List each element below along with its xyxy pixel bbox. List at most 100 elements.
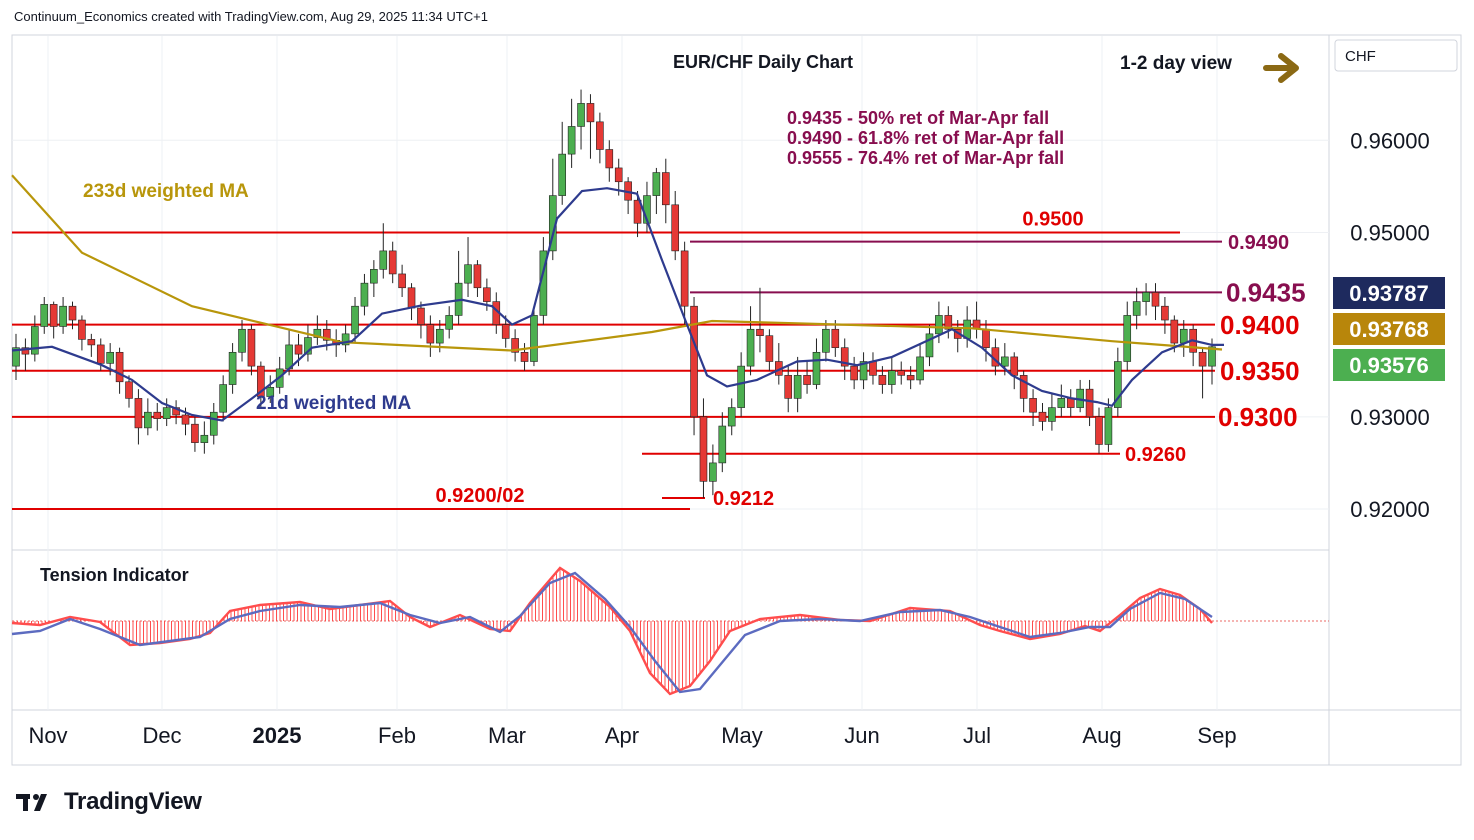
candle-body bbox=[756, 328, 764, 337]
candle-body bbox=[633, 199, 642, 224]
candle-body bbox=[153, 411, 162, 419]
chart-title: EUR/CHF Daily Chart bbox=[673, 52, 853, 72]
candle-body bbox=[1161, 305, 1169, 321]
chart-attribution: Continuum_Economics created with Trading… bbox=[14, 9, 488, 24]
level-label: 0.9490 bbox=[1228, 232, 1289, 254]
right-arrow-icon bbox=[1263, 53, 1299, 83]
y-tick-label: 0.93000 bbox=[1350, 405, 1430, 430]
candle-body bbox=[1132, 301, 1141, 316]
candle-body bbox=[888, 370, 896, 385]
candle-body bbox=[520, 351, 529, 362]
candle-body bbox=[445, 315, 453, 330]
candle-body bbox=[1048, 407, 1056, 422]
level-label: 0.9212 bbox=[713, 488, 774, 510]
candle-body bbox=[1179, 328, 1188, 344]
candle-body bbox=[134, 398, 143, 429]
price-badge-value: 0.93576 bbox=[1349, 353, 1429, 378]
candle-body bbox=[351, 305, 359, 335]
candle-body bbox=[558, 153, 567, 196]
candle-body bbox=[1001, 356, 1009, 367]
candle-body bbox=[341, 333, 350, 346]
retracement-note: 0.9555 - 76.4% ret of Mar-Apr fall bbox=[787, 148, 1064, 168]
candle-body bbox=[322, 328, 331, 341]
y-tick-label: 0.92000 bbox=[1350, 497, 1430, 522]
candle-body bbox=[40, 304, 49, 327]
candle-body bbox=[407, 287, 416, 309]
candle-body bbox=[982, 328, 990, 348]
candle-body bbox=[671, 204, 680, 252]
x-tick-label: Jul bbox=[963, 723, 991, 748]
candle-body bbox=[812, 351, 821, 385]
candle-body bbox=[1198, 351, 1207, 367]
candle-body bbox=[1151, 292, 1160, 307]
price-badge bbox=[1333, 313, 1445, 345]
candle-body bbox=[21, 347, 30, 355]
candle-body bbox=[12, 347, 20, 367]
x-tick-label: Feb bbox=[378, 723, 416, 748]
candle-body bbox=[737, 365, 745, 408]
candle-body bbox=[906, 375, 915, 381]
candle-body bbox=[501, 324, 510, 339]
tradingview-footer[interactable]: TradingView bbox=[14, 788, 202, 816]
level-label: 0.9400 bbox=[1220, 310, 1300, 340]
currency-box bbox=[1334, 39, 1458, 72]
candle-body bbox=[1208, 346, 1216, 367]
x-tick-label: Nov bbox=[28, 723, 67, 748]
ma-21d-line bbox=[11, 187, 1224, 422]
level-label: 0.9435 bbox=[1226, 278, 1306, 308]
x-tick-label: 2025 bbox=[253, 723, 302, 748]
candle-body bbox=[567, 126, 576, 155]
candle-body bbox=[87, 339, 96, 346]
candle-body bbox=[1085, 388, 1094, 418]
candle-body bbox=[31, 326, 39, 355]
retracement-note: 0.9490 - 61.8% ret of Mar-Apr fall bbox=[787, 128, 1064, 148]
candle-body bbox=[605, 149, 614, 169]
candle-body bbox=[1104, 407, 1113, 445]
candle-body bbox=[784, 375, 793, 399]
candle-body bbox=[370, 269, 378, 284]
candle-body bbox=[1114, 361, 1122, 408]
candle-body bbox=[398, 273, 406, 289]
candle-body bbox=[511, 338, 519, 353]
currency-label: CHF bbox=[1345, 48, 1376, 65]
candle-body bbox=[765, 335, 774, 362]
candle-body bbox=[144, 411, 152, 429]
candle-body bbox=[294, 344, 303, 355]
candle-body bbox=[49, 304, 58, 327]
tradingview-logo-icon bbox=[16, 794, 47, 811]
ma-233d-label: 233d weighted MA bbox=[83, 181, 249, 202]
retracement-note: 0.9435 - 50% ret of Mar-Apr fall bbox=[787, 108, 1049, 128]
candle-body bbox=[106, 351, 114, 364]
level-label: 0.9260 bbox=[1125, 444, 1186, 466]
candle-body bbox=[850, 365, 858, 381]
x-tick-label: Sep bbox=[1197, 723, 1236, 748]
price-badge bbox=[1333, 277, 1445, 309]
candle-body bbox=[388, 250, 397, 275]
candle-body bbox=[935, 315, 943, 335]
candle-body bbox=[727, 407, 736, 427]
candle-body bbox=[652, 172, 661, 196]
x-tick-label: May bbox=[721, 723, 763, 748]
price-badge bbox=[1333, 349, 1445, 381]
candle-body bbox=[699, 416, 708, 482]
candle-body bbox=[1123, 315, 1132, 362]
x-tick-label: Dec bbox=[142, 723, 181, 748]
candle-body bbox=[1010, 356, 1019, 376]
candle-body bbox=[878, 375, 887, 385]
candle-body bbox=[483, 287, 491, 302]
candle-body bbox=[228, 351, 237, 385]
candle-body bbox=[840, 347, 849, 367]
candle-body bbox=[257, 365, 265, 397]
tension-slow-line bbox=[11, 571, 1213, 694]
tradingview-brand: TradingView bbox=[64, 788, 202, 815]
view-note: 1-2 day view bbox=[1120, 53, 1232, 74]
candle-body bbox=[219, 384, 227, 413]
candle-body bbox=[464, 264, 472, 284]
candle-body bbox=[916, 356, 924, 381]
chart-frame bbox=[11, 34, 1462, 766]
candle-body bbox=[577, 103, 585, 127]
candle-body bbox=[181, 414, 190, 425]
x-tick-label: Aug bbox=[1082, 723, 1121, 748]
candle-body bbox=[78, 319, 86, 340]
